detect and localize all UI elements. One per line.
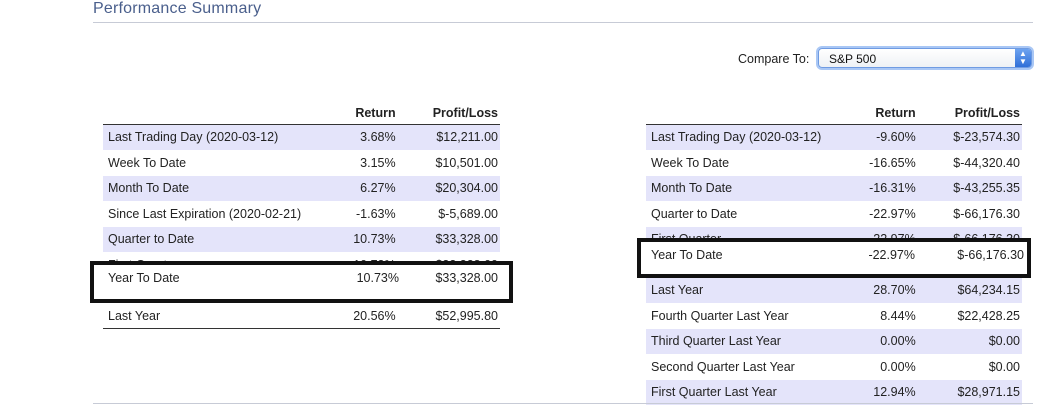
compare-to-value: S&P 500 [829, 52, 877, 66]
highlight-profit-loss-value: $33,328.00 [435, 271, 498, 285]
return-value: 3.68% [341, 124, 398, 151]
table-row: Last Year 20.56% $52,995.80 [103, 303, 500, 329]
highlight-period-name: Year To Date [651, 248, 723, 262]
highlight-period-name: Year To Date [108, 271, 180, 285]
table-row: Since Last Expiration (2020-02-21) -1.63… [103, 201, 500, 227]
profit-loss-value: $20,304.00 [397, 175, 500, 202]
period-name: Week To Date [103, 150, 342, 176]
profit-loss-value: $28,971.15 [917, 379, 1022, 406]
return-value: -16.31% [846, 175, 918, 202]
profit-loss-value: $0.00 [917, 354, 1022, 380]
table-row: First Quarter Last Year 12.94% $28,971.1… [646, 379, 1022, 406]
period-name: Fourth Quarter Last Year [646, 303, 847, 329]
highlight-return-value: 10.73% [356, 271, 399, 285]
period-name: Since Last Expiration (2020-02-21) [103, 201, 342, 227]
period-name: Quarter to Date [646, 201, 847, 227]
table-row: Month To Date -16.31% $-43,255.35 [646, 175, 1022, 202]
compare-to-select[interactable]: S&P 500 ▲ ▼ [818, 48, 1032, 68]
table-row: Quarter to Date -22.97% $-66,176.30 [646, 201, 1022, 227]
bottom-divider [93, 403, 1033, 404]
table-row: Week To Date -16.65% $-44,320.40 [646, 150, 1022, 176]
profit-loss-value: $-23,574.30 [917, 124, 1022, 151]
return-value: 20.56% [341, 303, 398, 329]
table-row: Month To Date 6.27% $20,304.00 [103, 175, 500, 202]
period-name: Quarter to Date [103, 226, 342, 253]
period-name: Last Trading Day (2020-03-12) [646, 124, 847, 151]
return-value: 8.44% [846, 303, 918, 329]
profit-loss-value: $10,501.00 [397, 150, 500, 176]
profit-loss-value: $12,211.00 [397, 124, 500, 151]
profit-loss-value: $-43,255.35 [917, 175, 1022, 202]
return-value: 3.15% [341, 150, 398, 176]
return-header: Return [875, 106, 916, 120]
table-row: Last Year 28.70% $64,234.15 [646, 277, 1022, 304]
profit-loss-header: Profit/Loss [432, 106, 498, 120]
highlight-box-ytd-benchmark: Year To Date -22.97% $-66,176.30 [637, 238, 1031, 278]
return-value: -1.63% [341, 201, 398, 227]
return-value: 10.73% [341, 226, 398, 253]
return-value: -9.60% [846, 124, 918, 151]
table-row: Last Trading Day (2020-03-12) 3.68% $12,… [103, 124, 500, 151]
period-name: Month To Date [103, 175, 342, 202]
profit-loss-value: $64,234.15 [917, 277, 1022, 304]
profit-loss-value: $-44,320.40 [917, 150, 1022, 176]
table-row: Week To Date 3.15% $10,501.00 [103, 150, 500, 176]
profit-loss-value: $0.00 [917, 328, 1022, 355]
period-name: Third Quarter Last Year [646, 328, 847, 355]
period-name: Week To Date [646, 150, 847, 176]
return-value: 0.00% [846, 354, 918, 380]
profit-loss-value: $52,995.80 [397, 303, 500, 329]
return-header: Return [355, 106, 396, 120]
highlight-profit-loss-value: $-66,176.30 [957, 248, 1024, 262]
profit-loss-value: $-5,689.00 [397, 201, 500, 227]
return-value: 0.00% [846, 328, 918, 355]
table-row: Quarter to Date 10.73% $33,328.00 [103, 226, 500, 253]
table-row: Third Quarter Last Year 0.00% $0.00 [646, 328, 1022, 355]
return-value: -16.65% [846, 150, 918, 176]
profit-loss-value: $22,428.25 [917, 303, 1022, 329]
return-value: 6.27% [341, 175, 398, 202]
period-name: First Quarter Last Year [646, 379, 847, 406]
table-row: Last Trading Day (2020-03-12) -9.60% $-2… [646, 124, 1022, 151]
table-row: Second Quarter Last Year 0.00% $0.00 [646, 354, 1022, 380]
highlight-box-ytd-portfolio: Year To Date 10.73% $33,328.00 [90, 261, 513, 303]
table-row: Fourth Quarter Last Year 8.44% $22,428.2… [646, 303, 1022, 329]
return-value: 12.94% [846, 379, 918, 406]
page-title: Performance Summary [93, 0, 262, 17]
period-name: Last Year [103, 303, 342, 329]
return-value: -22.97% [846, 201, 918, 227]
period-name: Last Trading Day (2020-03-12) [103, 124, 342, 151]
profit-loss-value: $33,328.00 [397, 226, 500, 253]
profit-loss-header: Profit/Loss [954, 106, 1020, 120]
return-value: 28.70% [846, 277, 918, 304]
profit-loss-value: $-66,176.30 [917, 201, 1022, 227]
updown-chevron-icon: ▲ ▼ [1015, 49, 1031, 67]
title-divider [93, 22, 1033, 23]
compare-to-label: Compare To: [738, 52, 810, 66]
period-name: Second Quarter Last Year [646, 354, 847, 380]
highlight-return-value: -22.97% [868, 248, 915, 262]
period-name: Month To Date [646, 175, 847, 202]
period-name: Last Year [646, 277, 847, 304]
